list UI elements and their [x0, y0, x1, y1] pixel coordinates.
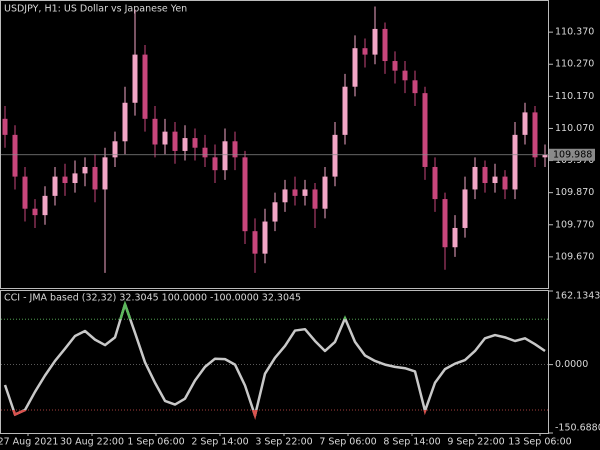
candle-body [152, 118, 158, 145]
candle-body [302, 189, 308, 196]
candle-body [372, 28, 378, 55]
candle-body [102, 157, 108, 190]
x-tick-label: 7 Sep 06:00 [319, 437, 376, 448]
y-tick-label: 109.870 [555, 187, 594, 198]
cci-line [3, 302, 546, 417]
y-tick-label: 110.070 [555, 123, 594, 134]
candle-body [532, 112, 538, 158]
candle-body [42, 195, 48, 216]
y-tick-label: 162.1343 [555, 291, 600, 302]
candle-body [202, 147, 208, 158]
candle-body [402, 70, 408, 81]
candle-body [32, 208, 38, 216]
candle-body [22, 176, 28, 209]
candle-body [162, 131, 168, 145]
candle-body [472, 166, 478, 190]
candle-body [192, 138, 198, 148]
candle-body [502, 176, 508, 190]
candle-body [542, 154, 548, 158]
y-tick-label: 110.170 [555, 91, 594, 102]
candle-body [62, 176, 68, 184]
candle-body [142, 54, 148, 119]
candle-body [232, 141, 238, 158]
y-tick-label: 110.270 [555, 59, 594, 70]
candle-body [522, 112, 528, 135]
candle-body [122, 102, 128, 142]
candle-body [292, 189, 298, 196]
candle-body [392, 61, 398, 71]
candle-body [12, 134, 18, 177]
candle-body [82, 166, 88, 174]
current-price-label: 109.988 [553, 149, 592, 160]
price-panel [0, 0, 549, 289]
candle-body [342, 86, 348, 135]
candle-body [312, 189, 318, 209]
candle-body [262, 221, 268, 254]
candle-body [452, 227, 458, 248]
candle-body [212, 157, 218, 171]
candle-body [242, 157, 248, 232]
x-tick-label: 8 Sep 14:00 [383, 437, 440, 448]
x-tick-label: 9 Sep 22:00 [447, 437, 504, 448]
candle-body [482, 166, 488, 184]
x-tick-label: 3 Sep 22:00 [255, 437, 312, 448]
y-tick-label: 109.770 [555, 219, 594, 230]
candle-body [282, 189, 288, 203]
candle-body [512, 134, 518, 190]
candle-body [252, 231, 258, 254]
x-tick-label: 2 Sep 14:00 [191, 437, 248, 448]
candle-body [222, 141, 228, 171]
y-tick-label: -150.6880 [555, 423, 600, 434]
indicator-panel [0, 290, 549, 434]
x-tick-label: 27 Aug 2021 [0, 437, 58, 448]
y-tick-label: 0.0000 [555, 359, 588, 370]
candle-body [412, 80, 418, 94]
indicator-title: CCI - JMA based (32,32) 32.3045 100.0000… [4, 293, 301, 304]
candle-body [382, 28, 388, 62]
candle-body [92, 166, 98, 190]
candle-body [132, 54, 138, 103]
candle-body [352, 48, 358, 87]
chart-title: USDJPY, H1: US Dollar vs Japanese Yen [4, 4, 187, 15]
candle-body [2, 118, 8, 135]
y-tick-label: 110.370 [555, 27, 594, 38]
candle-body [172, 131, 178, 151]
candle-body [322, 176, 328, 209]
candle-body [72, 173, 78, 184]
candle-body [442, 199, 448, 248]
x-tick-label: 30 Aug 22:00 [60, 437, 124, 448]
y-tick-label: 109.670 [555, 251, 594, 262]
candle-body [462, 189, 468, 228]
current-price-box [549, 148, 595, 161]
candle-body [182, 138, 188, 151]
x-tick-label: 1 Sep 06:00 [127, 437, 184, 448]
candle-body [112, 141, 118, 158]
x-tick-label: 13 Sep 06:00 [508, 437, 571, 448]
candle-body [492, 176, 498, 184]
candle-body [432, 166, 438, 200]
candle-body [52, 176, 58, 196]
candle-body [272, 202, 278, 222]
candle-body [362, 48, 368, 55]
candle-body [332, 134, 338, 177]
candle-body [422, 93, 428, 167]
